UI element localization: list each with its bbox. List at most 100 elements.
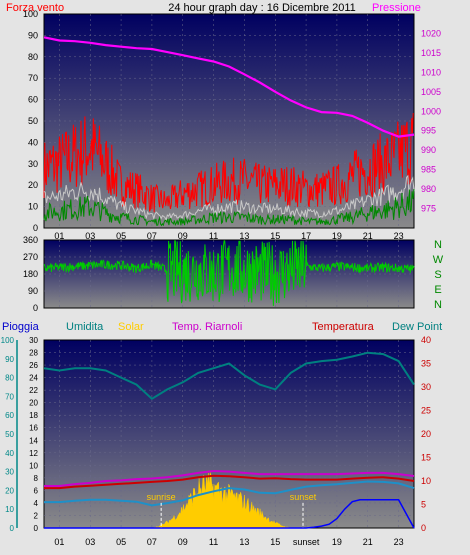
compass-label: E <box>434 284 441 296</box>
x-tick-label: 03 <box>85 231 95 241</box>
solar-area <box>151 472 291 529</box>
wind-tick-label: 10 <box>28 202 38 212</box>
x-tick-label: 19 <box>332 537 342 547</box>
wind-axis-title: Forza vento <box>6 2 64 14</box>
wind-tick-label: 90 <box>28 30 38 40</box>
x-tick-label: 07 <box>147 537 157 547</box>
compass-label: N <box>434 299 442 311</box>
rain-line <box>44 499 415 529</box>
rain-tick-label: 10 <box>5 505 14 514</box>
x-tick-label: sunset <box>293 537 320 547</box>
pressure-tick-label: 975 <box>421 204 436 214</box>
sun-marker-label: sunset <box>290 492 317 502</box>
temperature-tick-label: 15 <box>421 453 431 463</box>
temperature-tick-label: 30 <box>421 382 431 392</box>
pressure-axis-title: Pressione <box>372 2 421 14</box>
x-tick-label: 13 <box>239 231 249 241</box>
rain-tick-label: 90 <box>5 355 14 364</box>
x-tick-label: 21 <box>363 537 373 547</box>
climate-x-axis-ticks: 01 03 05 07 09 11 13 15 sunset 19 21 23 <box>54 537 403 547</box>
wind-tick-label: 100 <box>23 9 38 19</box>
inner-tick-label: 18 <box>29 411 38 420</box>
x-tick-label: 15 <box>270 231 280 241</box>
pressure-tick-label: 980 <box>421 184 436 194</box>
pressure-tick-label: 1020 <box>421 28 441 38</box>
legend-entry: Solar <box>118 321 144 333</box>
inner-tick-label: 14 <box>29 436 38 445</box>
x-tick-label: 05 <box>116 537 126 547</box>
wind-tick-label: 80 <box>28 52 38 62</box>
compass-label: W <box>433 254 444 266</box>
inner-tick-label: 24 <box>29 374 38 383</box>
wind-tick-label: 70 <box>28 73 38 83</box>
inner-tick-label: 16 <box>29 424 38 433</box>
wind-speed-line <box>43 188 415 227</box>
climate-series <box>43 351 415 529</box>
x-tick-label: 01 <box>54 537 64 547</box>
sun-marker-label: sunrise <box>147 492 176 502</box>
wind-tick-label: 0 <box>33 223 38 233</box>
rain-tick-label: 20 <box>5 486 14 495</box>
inner-tick-label: 10 <box>29 461 38 470</box>
wind-tick-label: 40 <box>28 137 38 147</box>
rain-tick-label: 70 <box>5 392 14 401</box>
wind-pressure-series <box>43 36 415 227</box>
direction-axis-ticks: 0 90 180 270 360 <box>23 235 38 313</box>
inside-temperature-line <box>44 469 415 487</box>
inner-tick-label: 26 <box>29 361 38 370</box>
legend-entry: Umidita <box>66 321 104 333</box>
inner-tick-label: 8 <box>34 474 39 483</box>
wind-direction-trace <box>43 240 415 306</box>
direction-tick-label: 180 <box>23 269 38 279</box>
inner-tick-label: 0 <box>34 524 39 533</box>
x-tick-label: 23 <box>394 537 404 547</box>
compass-label: N <box>434 239 442 251</box>
x-tick-label: 05 <box>116 231 126 241</box>
x-tick-label: 07 <box>147 231 157 241</box>
inner-tick-label: 6 <box>34 486 39 495</box>
rain-tick-label: 60 <box>5 411 14 420</box>
wind-tick-label: 60 <box>28 95 38 105</box>
legend-entry: Temperatura <box>312 321 375 333</box>
humidity-line <box>43 351 415 401</box>
rain-tick-label: 50 <box>5 430 14 439</box>
inner-tick-label: 30 <box>29 336 38 345</box>
pressure-line <box>43 36 415 138</box>
wind-tick-label: 50 <box>28 116 38 126</box>
temperature-tick-label: 10 <box>421 476 431 486</box>
x-tick-label: 19 <box>332 231 342 241</box>
wind-tick-label: 30 <box>28 159 38 169</box>
temperature-tick-label: 0 <box>421 523 426 533</box>
rain-tick-label: 30 <box>5 468 14 477</box>
temperature-axis-ticks: 0 5 10 15 20 25 30 35 40 <box>421 335 431 533</box>
legend-entry: Dew Point <box>392 321 442 333</box>
wind-x-axis-ticks: 01 03 05 07 09 11 13 15 17 19 21 23 <box>54 231 403 241</box>
gust-line <box>43 112 414 213</box>
legend-entry: Temp. Riarnoli <box>172 321 242 333</box>
inner-tick-label: 28 <box>29 349 38 358</box>
pressure-axis-ticks: 975 980 985 990 995 1000 1005 1010 1015 1020 <box>421 28 441 213</box>
direction-tick-label: 360 <box>23 235 38 245</box>
temperature-line <box>44 474 415 490</box>
x-tick-label: 23 <box>394 231 404 241</box>
x-tick-label: 15 <box>270 537 280 547</box>
wind-axis-ticks: 0 10 20 30 40 50 60 70 80 90 100 <box>23 9 38 233</box>
inner-tick-label: 2 <box>34 511 39 520</box>
rain-tick-label: 0 <box>10 524 15 533</box>
pressure-tick-label: 1005 <box>421 87 441 97</box>
rain-tick-label: 40 <box>5 449 14 458</box>
temperature-tick-label: 25 <box>421 406 431 416</box>
temperature-tick-label: 40 <box>421 335 431 345</box>
x-tick-label: 11 <box>209 231 218 241</box>
wind-direction-series <box>43 240 415 306</box>
rain-tick-label: 100 <box>1 336 15 345</box>
pressure-tick-label: 1015 <box>421 48 441 58</box>
rain-tick-label: 80 <box>5 374 14 383</box>
pressure-tick-label: 985 <box>421 165 436 175</box>
temperature-tick-label: 20 <box>421 429 431 439</box>
inner-tick-label: 20 <box>29 399 38 408</box>
x-tick-label: 17 <box>301 231 311 241</box>
